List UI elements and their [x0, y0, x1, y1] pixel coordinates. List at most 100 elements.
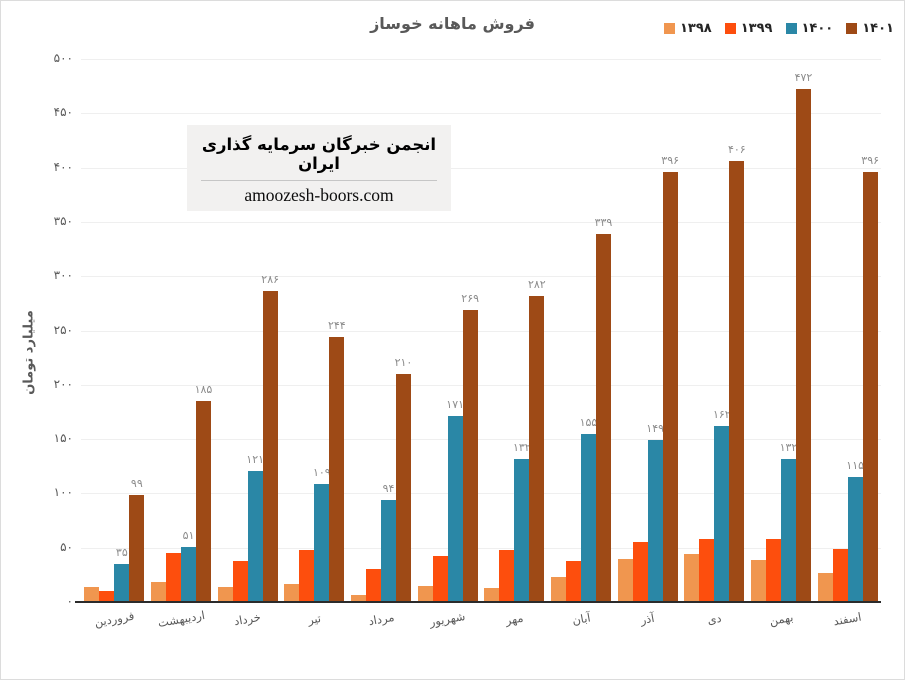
x-tick-label: مرداد — [366, 609, 395, 629]
legend-label: ۱۳۹۹ — [740, 21, 773, 36]
bar-s1398-m7[interactable] — [484, 587, 500, 602]
bar-s1399-m1[interactable] — [99, 591, 115, 602]
bar-s1399-m10[interactable] — [699, 539, 715, 602]
bar-s1401-m5[interactable] — [395, 373, 411, 602]
bar-label: ۳۳۹ — [594, 215, 613, 229]
bar-group-4: ۱۰۹ ۲۴۴ — [281, 59, 348, 602]
legend-item-1400[interactable]: ۱۴۰۰ — [785, 21, 834, 36]
bar-label: ۱۸۵ — [194, 383, 213, 397]
legend-label: ۱۴۰۰ — [801, 21, 834, 36]
bar-s1399-m3[interactable] — [232, 560, 248, 602]
bar-label: ۱۳۲ — [512, 440, 531, 454]
bar-s1398-m10[interactable] — [684, 554, 700, 602]
bar-s1401-m10[interactable] — [729, 161, 745, 602]
bar-label: ۱۷۱ — [446, 398, 465, 412]
bar-group-9: ۱۴۹ ۳۹۶ — [614, 59, 681, 602]
bar-s1399-m8[interactable] — [565, 560, 581, 602]
bar-group-5: ۹۴ ۲۱۰ — [348, 59, 415, 602]
bar-s1399-m7[interactable] — [499, 549, 515, 602]
bar-group-12: ۱۱۵ ۳۹۶ — [814, 59, 881, 602]
bar-s1398-m1[interactable] — [84, 586, 100, 602]
bar-s1400-m3[interactable] — [247, 470, 263, 602]
legend-swatch-icon — [846, 23, 858, 34]
bar-s1399-m6[interactable] — [432, 556, 448, 602]
bar-group-11: ۱۳۲ ۴۷۲ — [748, 59, 815, 602]
legend-item-1399[interactable]: ۱۳۹۹ — [724, 21, 773, 36]
bar-group-7: ۱۳۲ ۲۸۲ — [481, 59, 548, 602]
legend-item-1398[interactable]: ۱۳۹۸ — [664, 21, 712, 36]
bar-s1400-m12[interactable] — [847, 477, 863, 602]
bar-s1400-m4[interactable] — [314, 483, 330, 602]
legend-swatch-icon — [664, 23, 675, 34]
bar-s1399-m4[interactable] — [299, 549, 315, 602]
bar-s1398-m9[interactable] — [617, 558, 633, 602]
bar-s1401-m6[interactable] — [462, 309, 478, 602]
bar-s1400-m6[interactable] — [447, 416, 463, 602]
x-tick-label: دی — [706, 610, 723, 628]
bar-s1401-m2[interactable] — [195, 401, 211, 602]
bar-s1399-m2[interactable] — [165, 553, 181, 602]
gridline — [81, 384, 881, 386]
plot-area: ۰ ۵۰ ۱۰۰ ۱۵۰ ۲۰۰ ۲۵۰ ۳۰۰ ۳۵۰ ۴۰۰ ۴۵۰ ۵۰۰ ۳۵ ۹۹ فروردی… — [54, 51, 881, 630]
bar-s1399-m11[interactable] — [765, 539, 781, 602]
bar-s1401-m7[interactable] — [529, 295, 545, 602]
bar-s1400-m2[interactable] — [180, 546, 196, 602]
y-tick-label: ۴۵۰ — [53, 105, 73, 120]
x-tick-label: اسفند — [832, 609, 863, 629]
bar-s1401-m3[interactable] — [262, 291, 278, 602]
bar-s1401-m11[interactable] — [795, 89, 811, 602]
bar-label: ۲۸۲ — [527, 277, 546, 291]
bar-s1401-m8[interactable] — [595, 233, 611, 602]
y-axis-title: میلیارد تومان — [21, 310, 37, 395]
bar-label: ۴۰۶ — [727, 143, 746, 157]
bar-label: ۹۹ — [130, 476, 143, 490]
bar-s1398-m2[interactable] — [150, 582, 166, 602]
gridline — [81, 113, 881, 115]
bar-s1398-m12[interactable] — [817, 572, 833, 602]
bar-s1401-m1[interactable] — [129, 494, 145, 602]
bar-label: ۱۳۲ — [779, 440, 798, 454]
bar-s1398-m8[interactable] — [550, 577, 566, 602]
bar-s1398-m3[interactable] — [217, 586, 233, 602]
bar-s1400-m7[interactable] — [514, 458, 530, 602]
bar-label: ۱۵۵ — [579, 415, 598, 429]
bar-s1399-m5[interactable] — [365, 569, 381, 602]
gridline — [81, 167, 881, 169]
bar-s1400-m1[interactable] — [114, 564, 130, 602]
bar-s1400-m9[interactable] — [647, 440, 663, 602]
bar-s1401-m9[interactable] — [662, 171, 678, 602]
gridline — [81, 330, 881, 332]
x-tick-label: خرداد — [233, 609, 263, 629]
x-axis-line — [75, 601, 881, 603]
bar-group-3: ۱۲۱ ۲۸۶ — [214, 59, 281, 602]
bar-s1398-m11[interactable] — [750, 559, 766, 602]
bar-label: ۱۰۹ — [312, 465, 331, 479]
legend-swatch-icon — [724, 23, 736, 34]
bar-label: ۱۶۲ — [712, 408, 731, 422]
bar-s1398-m5[interactable] — [350, 595, 366, 602]
bar-label: ۲۴۴ — [327, 319, 346, 333]
x-tick-label: فروردین — [93, 608, 136, 630]
bar-s1400-m10[interactable] — [714, 426, 730, 602]
bar-s1401-m4[interactable] — [329, 337, 345, 602]
bar-group-1: ۳۵ ۹۹ — [81, 59, 148, 602]
bar-label: ۲۸۶ — [261, 273, 280, 287]
bar-label: ۱۴۹ — [646, 422, 665, 436]
watermark: انجمن خبرگان سرمایه گذاری ایران amoozesh… — [187, 125, 451, 211]
chart-title: فروش ماهانه خوساز — [370, 14, 535, 33]
bar-label: ۲۱۰ — [394, 355, 413, 369]
x-tick-label: تیر — [306, 610, 322, 628]
bar-s1398-m4[interactable] — [284, 583, 300, 602]
bar-s1401-m12[interactable] — [862, 171, 878, 602]
bar-s1399-m12[interactable] — [832, 548, 848, 602]
bar-s1400-m11[interactable] — [780, 458, 796, 602]
legend-item-1401[interactable]: ۱۴۰۱ — [846, 21, 894, 36]
gridline — [81, 59, 881, 60]
bar-s1399-m9[interactable] — [632, 542, 648, 602]
bar-s1400-m8[interactable] — [580, 433, 596, 602]
bar-s1398-m6[interactable] — [417, 585, 433, 602]
bar-s1400-m5[interactable] — [380, 499, 396, 602]
bar-label: ۱۱۵ — [846, 459, 865, 473]
x-tick-label: آذر — [639, 610, 656, 628]
